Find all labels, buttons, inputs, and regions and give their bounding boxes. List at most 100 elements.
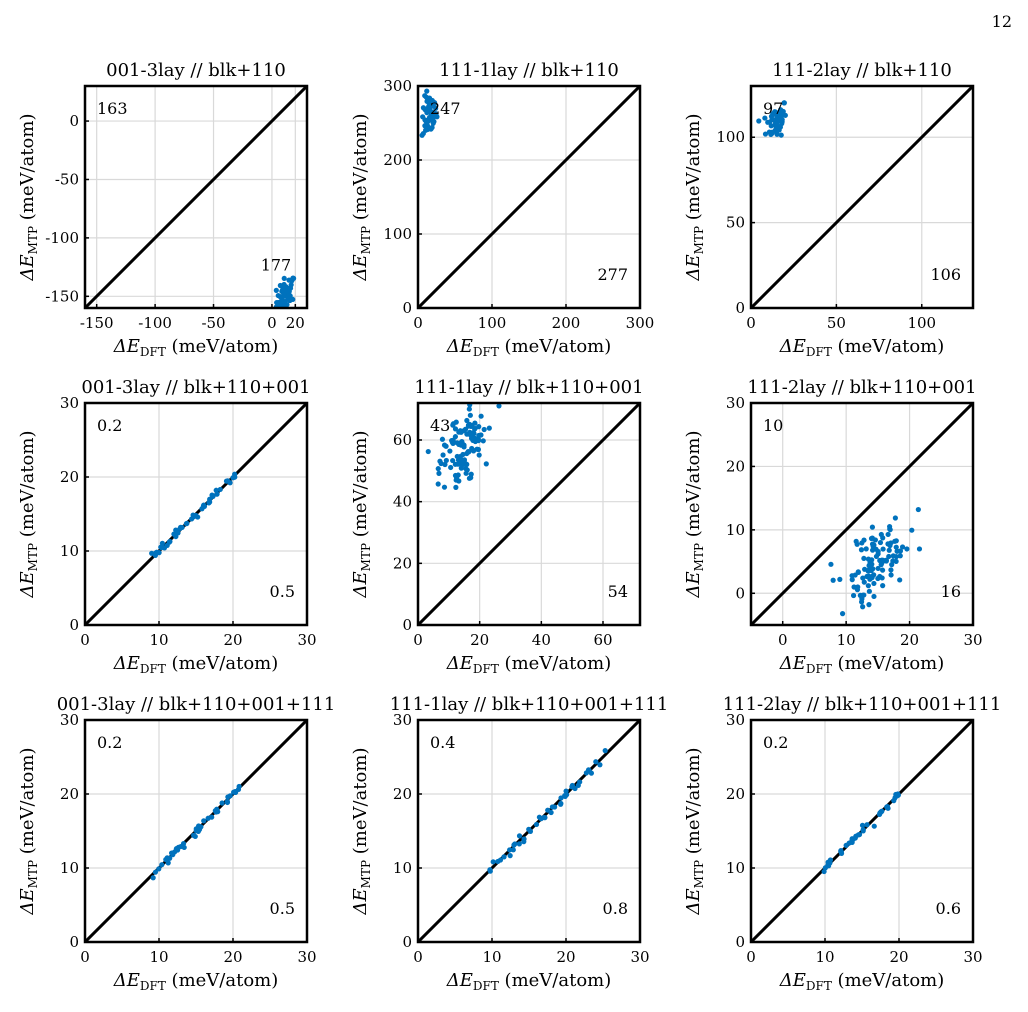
scatter-point — [838, 849, 844, 855]
y-tick-label: 30 — [726, 394, 745, 412]
scatter-point — [552, 804, 558, 810]
y-axis-title-subscript: MTP — [359, 226, 373, 254]
identity-line — [418, 86, 640, 308]
scatter-point — [465, 422, 472, 428]
scatter-point — [436, 470, 442, 476]
scatter-point — [431, 99, 438, 106]
scatter-point — [431, 118, 437, 125]
scatter-point — [879, 575, 885, 581]
y-tick-label: -150 — [45, 287, 79, 305]
scatter-point — [431, 113, 437, 119]
scatter-point — [466, 475, 473, 481]
x-tick-label: 60 — [593, 631, 612, 649]
scatter-point — [209, 492, 215, 498]
axes-frame — [749, 84, 975, 310]
y-axis-title-subscript: MTP — [359, 860, 373, 888]
x-tick-label: 30 — [297, 631, 316, 649]
scatter-point — [463, 470, 469, 476]
x-tick-label: 10 — [149, 631, 168, 649]
scatter-point — [424, 88, 430, 94]
scatter-point — [507, 853, 513, 859]
x-tick-label: 10 — [149, 948, 168, 966]
scatter-point — [232, 471, 238, 477]
y-axis-title: ΔEMTP (meV/atom) — [683, 114, 706, 282]
scatter-point — [281, 291, 287, 297]
scatter-point — [425, 126, 431, 132]
scatter-point — [538, 816, 544, 822]
scatter-point — [916, 546, 923, 552]
scatter-point — [510, 847, 516, 853]
scatter-point — [893, 554, 899, 560]
x-tick-label: 0 — [80, 948, 90, 966]
y-tick-label: 0 — [735, 299, 745, 317]
annotation-value: 0.2 — [97, 416, 122, 435]
scatter-point — [892, 795, 898, 801]
scatter-point — [889, 562, 895, 568]
y-tick-label: 10 — [726, 859, 745, 877]
scatter-point — [219, 800, 225, 806]
y-tick-label: 30 — [393, 711, 412, 729]
scatter-point — [860, 604, 866, 610]
scatter-point — [422, 93, 428, 99]
scatter-point — [448, 464, 454, 471]
x-tick-label: 30 — [963, 948, 982, 966]
scatter-point — [450, 457, 456, 464]
x-axis-title-subscript: DFT — [473, 979, 499, 993]
x-tick-label: 20 — [556, 948, 575, 966]
y-tick-label: 50 — [726, 214, 745, 232]
identity-line — [751, 86, 973, 308]
panel-title: 001-3lay // blk+110+001+111 — [57, 694, 336, 715]
scatter-point — [173, 846, 180, 852]
panel-title: 111-2lay // blk+110+001 — [747, 377, 976, 398]
scatter-point — [152, 869, 159, 875]
annotation-value: 10 — [763, 416, 783, 435]
scatter-point — [904, 546, 910, 552]
x-axis-title-subscript: DFT — [140, 662, 166, 676]
scatter-points — [821, 791, 901, 875]
x-axis-title-subscript: DFT — [140, 979, 166, 993]
y-axis-title-symbol: ΔE — [17, 571, 38, 598]
scatter-point — [583, 770, 589, 776]
scatter-point — [602, 748, 608, 754]
scatter-point — [588, 770, 595, 776]
scatter-point — [875, 548, 881, 555]
scatter-point — [280, 309, 285, 314]
y-tick-label: 20 — [60, 468, 79, 486]
scatter-point — [420, 130, 426, 137]
x-tick-label: 20 — [889, 948, 908, 966]
scatter-point — [880, 557, 886, 563]
panel-9: 0 10 20 30 0 10 20 30 0.2 0.6 111-2lay // blk+110+… — [723, 694, 1002, 966]
identity-line — [418, 403, 640, 625]
scatter-point — [159, 862, 165, 868]
y-axis-title-symbol: ΔE — [683, 888, 704, 915]
scatter-point — [893, 538, 899, 544]
scatter-point — [880, 546, 886, 552]
y-tick-label: 10 — [60, 859, 79, 877]
scatter-point — [152, 552, 159, 558]
y-axis-title-unit: (meV/atom) — [17, 431, 38, 543]
x-tick-label: 20 — [900, 631, 919, 649]
scatter-point — [863, 546, 869, 552]
panel-title: 001-3lay // blk+110 — [106, 60, 286, 81]
scatter-point — [909, 527, 915, 533]
scatter-point — [597, 762, 603, 768]
scatter-point — [453, 477, 459, 483]
x-tick-label: 300 — [626, 314, 655, 332]
scatter-point — [843, 842, 849, 848]
y-axis-title: ΔEMTP (meV/atom) — [17, 114, 40, 282]
scatter-point — [450, 421, 456, 427]
scatter-point — [439, 436, 446, 442]
scatter-point — [888, 567, 894, 573]
y-axis-title-unit: (meV/atom) — [683, 748, 704, 860]
scatter-point — [781, 100, 787, 106]
annotation-value: 106 — [930, 265, 961, 284]
x-tick-label: 50 — [827, 314, 846, 332]
scatter-point — [290, 275, 296, 281]
scatter-point — [225, 794, 231, 800]
x-axis-title-subscript: DFT — [473, 662, 499, 676]
panel-title: 111-1lay // blk+110 — [439, 60, 619, 81]
scatter-point — [459, 462, 465, 469]
y-axis-title: ΔEMTP (meV/atom) — [350, 114, 373, 282]
identity-line — [751, 403, 973, 625]
scatter-point — [516, 841, 522, 847]
